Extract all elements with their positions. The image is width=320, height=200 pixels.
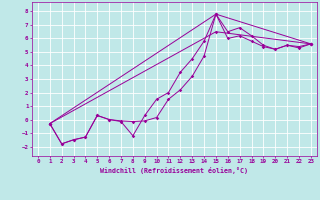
X-axis label: Windchill (Refroidissement éolien,°C): Windchill (Refroidissement éolien,°C) — [100, 167, 248, 174]
